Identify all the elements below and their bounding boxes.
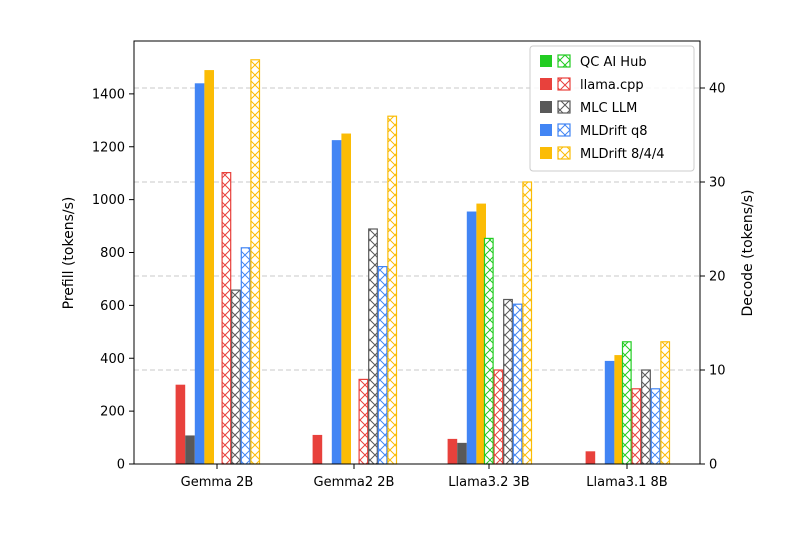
right-tick-label: 20 xyxy=(709,270,726,285)
prefill-bar-mldrift-8-4-4 xyxy=(204,70,214,465)
bars xyxy=(175,59,671,465)
right-tick-label: 40 xyxy=(709,82,726,97)
x-tick-label: Gemma2 2B xyxy=(314,475,395,490)
x-tick-label: Llama3.1 8B xyxy=(586,475,667,490)
prefill-bar-llama-cpp xyxy=(585,451,596,464)
decode-bar-qc-ai-hub xyxy=(483,237,494,465)
decode-bar-mldrift-8-4-4 xyxy=(660,341,671,465)
prefill-bar-mlc-llm xyxy=(457,442,467,464)
decode-bar-mldrift-8-4-4 xyxy=(387,115,398,465)
right-tick-label: 10 xyxy=(709,364,726,379)
legend-label: MLDrift q8 xyxy=(580,124,648,139)
legend-swatch-solid xyxy=(540,78,552,90)
x-tick-label: Llama3.2 3B xyxy=(448,475,529,490)
legend-swatch-hatched xyxy=(557,54,571,68)
x-tick-label: Gemma 2B xyxy=(181,475,254,490)
legend-box xyxy=(529,45,695,172)
prefill-bar-llama-cpp xyxy=(312,434,323,464)
decode-bar-mldrift-q8 xyxy=(377,266,388,465)
left-tick-label: 1200 xyxy=(92,140,125,155)
left-tick-label: 200 xyxy=(100,405,125,420)
decode-bar-mldrift-q8 xyxy=(240,247,251,465)
decode-bar-mlc-llm xyxy=(231,289,241,465)
prefill-bar-llama-cpp xyxy=(175,384,186,464)
decode-bar-llama-cpp xyxy=(493,369,504,465)
left-tick-label: 600 xyxy=(100,299,125,314)
legend-swatch-hatched xyxy=(557,77,571,91)
left-tick-label: 800 xyxy=(100,246,125,261)
legend-swatch-hatched xyxy=(557,123,571,137)
decode-bar-mlc-llm xyxy=(503,298,513,465)
prefill-bar-mldrift-q8 xyxy=(604,360,615,464)
legend-swatch-solid xyxy=(540,124,552,136)
prefill-bar-mldrift-q8 xyxy=(194,83,205,465)
decode-bar-mldrift-q8 xyxy=(512,303,523,465)
left-tick-label: 1000 xyxy=(92,193,125,208)
prefill-bar-mldrift-8-4-4 xyxy=(614,355,624,464)
decode-bar-mldrift-8-4-4 xyxy=(522,181,533,465)
right-tick-label: 0 xyxy=(709,458,717,473)
legend-label: MLDrift 8/4/4 xyxy=(580,147,665,162)
prefill-bar-mldrift-q8 xyxy=(331,140,342,464)
grid-lines xyxy=(134,87,700,371)
left-tick-label: 1400 xyxy=(92,87,125,102)
legend-swatch-solid xyxy=(540,55,552,67)
prefill-bar-mldrift-8-4-4 xyxy=(476,203,486,464)
decode-bar-mlc-llm xyxy=(368,228,378,465)
decode-bar-qc-ai-hub xyxy=(621,341,632,465)
prefill-bar-mldrift-8-4-4 xyxy=(341,133,351,464)
prefill-bar-mlc-llm xyxy=(185,435,195,464)
right-axis-title: Decode (tokens/s) xyxy=(740,190,756,317)
left-tick-label: 400 xyxy=(100,352,125,367)
legend: QC AI Hub llama.cpp MLC LLM MLDrift q8 MLDri… xyxy=(529,45,695,172)
prefill-bar-llama-cpp xyxy=(447,438,458,464)
legend-swatch-solid xyxy=(540,101,552,113)
legend-swatch-solid xyxy=(540,147,552,159)
right-tick-label: 30 xyxy=(709,176,726,191)
x-axis: Gemma 2B Gemma2 2B Llama3.2 3B Llama3.1 8B xyxy=(181,464,668,490)
left-axis: 0 200 400 600 800 1000 1200 1400 xyxy=(92,87,134,473)
left-axis-title: Prefill (tokens/s) xyxy=(61,197,77,310)
prefill-bar-mldrift-q8 xyxy=(466,211,477,464)
decode-bar-llama-cpp xyxy=(221,172,232,465)
right-axis: 0 10 20 30 40 xyxy=(700,82,726,473)
legend-swatch-hatched xyxy=(557,146,571,160)
decode-bar-llama-cpp xyxy=(358,378,369,465)
legend-swatch-hatched xyxy=(557,100,571,114)
legend-label: MLC LLM xyxy=(580,101,637,116)
decode-bar-mldrift-q8 xyxy=(650,388,661,465)
legend-label: llama.cpp xyxy=(580,78,644,93)
decode-bar-llama-cpp xyxy=(631,388,642,465)
left-tick-label: 0 xyxy=(117,458,125,473)
decode-bar-mlc-llm xyxy=(641,369,651,465)
decode-bar-mldrift-8-4-4 xyxy=(250,59,261,465)
legend-label: QC AI Hub xyxy=(580,55,647,70)
